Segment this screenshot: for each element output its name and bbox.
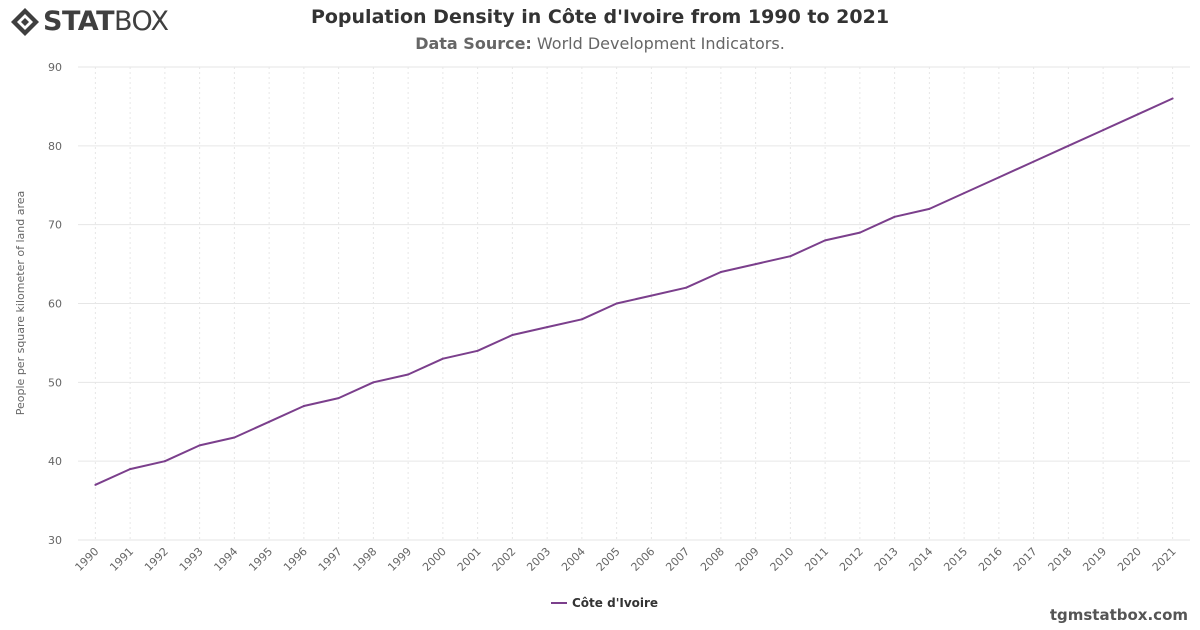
data-point xyxy=(928,207,931,210)
x-tick-label: 2006 xyxy=(629,545,658,574)
x-tick-label: 2015 xyxy=(941,545,970,574)
x-tick-label: 1994 xyxy=(212,545,241,574)
y-tick-label: 50 xyxy=(48,376,62,389)
chart-title: Population Density in Côte d'Ivoire from… xyxy=(310,6,890,28)
data-point xyxy=(233,436,236,439)
data-point xyxy=(302,404,305,407)
data-point xyxy=(129,468,132,471)
data-point xyxy=(615,302,618,305)
statbox-diamond-icon xyxy=(11,8,39,36)
y-tick-label: 70 xyxy=(48,219,62,232)
data-point xyxy=(1171,97,1174,100)
x-tick-label: 2018 xyxy=(1046,545,1075,574)
y-tick-label: 80 xyxy=(48,140,62,153)
x-tick-label: 1997 xyxy=(316,545,345,574)
brand-wordmark: STATBOX xyxy=(43,6,169,38)
data-point xyxy=(511,334,514,337)
y-tick-label: 40 xyxy=(48,455,62,468)
data-point xyxy=(1136,113,1139,116)
x-tick-label: 2019 xyxy=(1080,545,1109,574)
y-tick-label: 90 xyxy=(48,61,62,74)
series-lines xyxy=(94,97,1174,486)
subtitle-label: Data Source: xyxy=(415,34,532,53)
data-point xyxy=(372,381,375,384)
x-tick-label: 2017 xyxy=(1011,545,1040,574)
x-tick-label: 1995 xyxy=(246,545,275,574)
data-point xyxy=(719,270,722,273)
data-point xyxy=(824,239,827,242)
x-tick-label: 2000 xyxy=(420,545,449,574)
x-tick-label: 2004 xyxy=(559,545,588,574)
x-tick-label: 1990 xyxy=(73,545,102,574)
x-tick-label: 2012 xyxy=(837,545,866,574)
data-point xyxy=(407,373,410,376)
x-tick-label: 1998 xyxy=(351,545,380,574)
x-axis-ticks: 1990 1991 1992 1993 1994 1995 1996 1997 1998 1999… xyxy=(73,545,1179,574)
brand-wordmark-regular: BOX xyxy=(113,6,169,37)
data-point xyxy=(546,326,549,329)
x-tick-label: 1996 xyxy=(281,545,310,574)
data-point xyxy=(963,192,966,195)
data-point xyxy=(789,255,792,258)
data-point xyxy=(163,460,166,463)
subtitle-value: World Development Indicators. xyxy=(536,34,785,53)
data-point xyxy=(476,349,479,352)
footer-site: tgmstatbox.com xyxy=(1049,606,1188,624)
x-tick-label: 2007 xyxy=(663,545,692,574)
x-tick-label: 2016 xyxy=(976,545,1005,574)
y-axis-label: People per square kilometer of land area xyxy=(14,191,27,415)
x-tick-label: 2011 xyxy=(802,545,831,574)
data-point xyxy=(997,176,1000,179)
data-point xyxy=(94,483,97,486)
x-tick-label: 2002 xyxy=(490,545,519,574)
x-tick-label: 1999 xyxy=(385,545,414,574)
series-line xyxy=(94,97,1174,486)
data-point xyxy=(1067,144,1070,147)
x-tick-label: 1992 xyxy=(142,545,171,574)
horizontal-gridlines xyxy=(78,66,1190,541)
legend-label[interactable]: Côte d'Ivoire xyxy=(572,596,658,610)
data-point xyxy=(198,444,201,447)
x-tick-label: 2020 xyxy=(1115,545,1144,574)
x-tick-label: 2001 xyxy=(455,545,484,574)
data-point xyxy=(1032,160,1035,163)
data-point xyxy=(337,397,340,400)
legend: Côte d'Ivoire xyxy=(551,596,658,610)
chart-subtitle: Data Source: World Development Indicator… xyxy=(0,34,1200,53)
y-tick-label: 30 xyxy=(48,534,62,547)
data-point xyxy=(441,357,444,360)
vertical-gridlines xyxy=(94,67,1174,540)
data-point xyxy=(268,420,271,423)
x-tick-label: 2010 xyxy=(768,545,797,574)
x-tick-label: 2009 xyxy=(733,545,762,574)
x-tick-label: 1991 xyxy=(107,545,136,574)
x-tick-label: 2003 xyxy=(524,545,553,574)
data-point xyxy=(580,318,583,321)
data-point xyxy=(858,231,861,234)
x-tick-label: 2013 xyxy=(872,545,901,574)
y-axis-ticks: 30 40 50 60 70 80 90 xyxy=(48,61,62,547)
x-tick-label: 2008 xyxy=(698,545,727,574)
brand-wordmark-bold: STAT xyxy=(43,6,114,37)
data-point xyxy=(650,294,653,297)
x-tick-label: 2014 xyxy=(907,545,936,574)
y-tick-label: 60 xyxy=(48,298,62,311)
x-tick-label: 2021 xyxy=(1150,545,1179,574)
x-tick-label: 1993 xyxy=(177,545,206,574)
data-point xyxy=(893,215,896,218)
x-tick-label: 2005 xyxy=(594,545,623,574)
data-point xyxy=(1102,129,1105,132)
brand-logo: STATBOX xyxy=(10,6,169,38)
data-point xyxy=(754,263,757,266)
data-point xyxy=(685,286,688,289)
